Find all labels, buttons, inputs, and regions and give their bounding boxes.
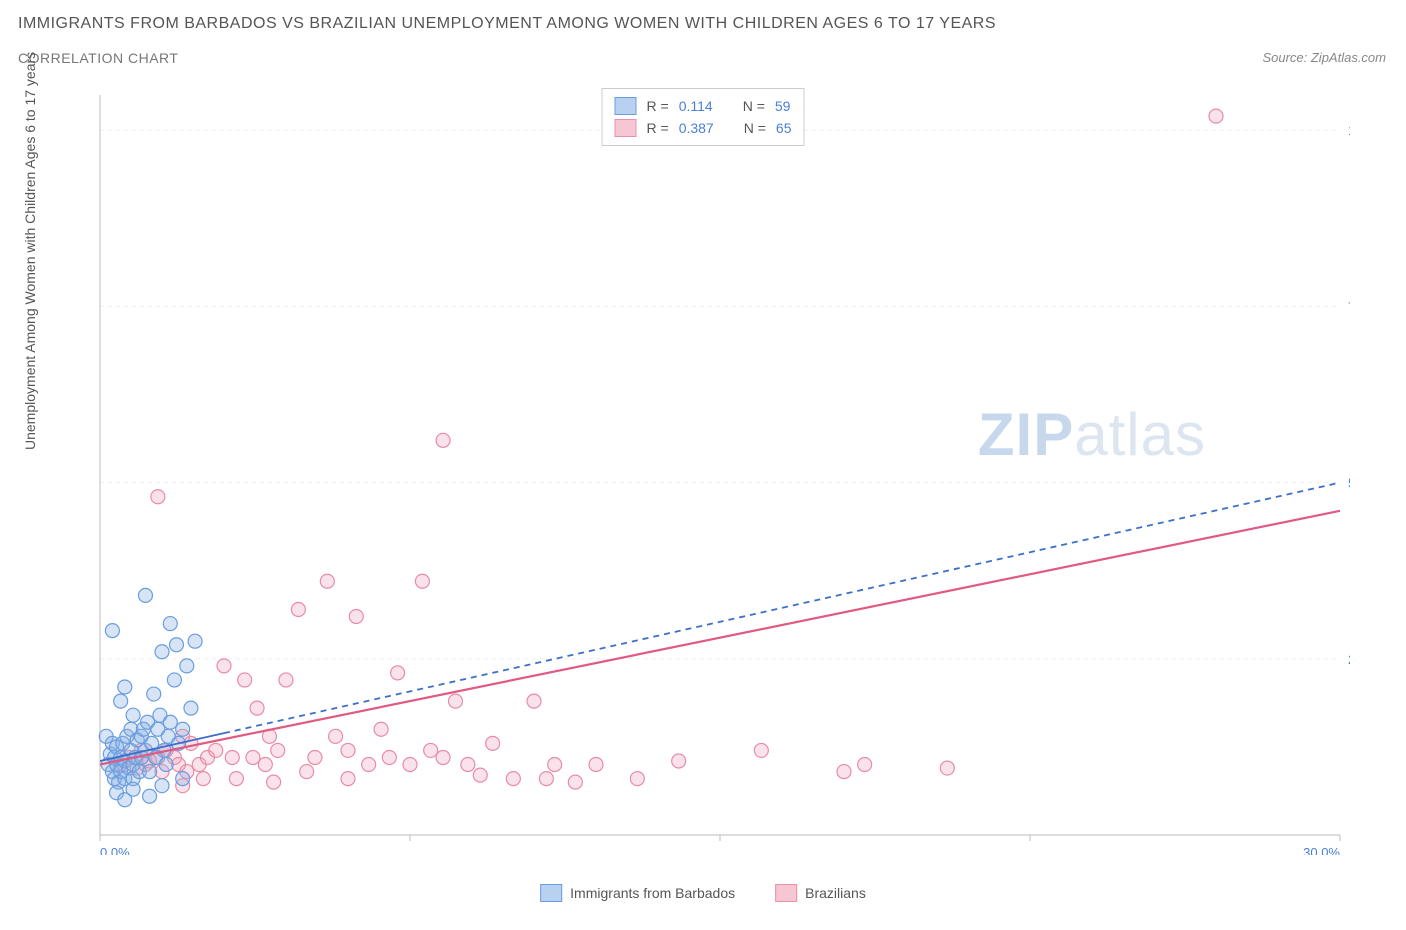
scatter-chart-svg: 25.0% 50.0% 75.0% 100.0% 0.0% 30.0% bbox=[70, 85, 1350, 855]
legend-n-value: 59 bbox=[775, 98, 791, 114]
legend-item-brazilians: Brazilians bbox=[775, 884, 866, 902]
source-label: Source: bbox=[1262, 50, 1310, 65]
svg-text:50.0%: 50.0% bbox=[1348, 476, 1350, 491]
chart-title: IMMIGRANTS FROM BARBADOS VS BRAZILIAN UN… bbox=[18, 15, 996, 33]
legend-n-value: 65 bbox=[776, 120, 792, 136]
source-value: ZipAtlas.com bbox=[1311, 50, 1386, 65]
correlation-legend: R = 0.114 N = 59 R = 0.387 N = 65 bbox=[602, 88, 805, 146]
legend-n-label: N = bbox=[744, 120, 766, 136]
legend-n-label: N = bbox=[743, 98, 765, 114]
legend-swatch-barbados bbox=[540, 884, 562, 902]
svg-text:25.0%: 25.0% bbox=[1348, 652, 1350, 667]
legend-swatch-brazilians bbox=[775, 884, 797, 902]
svg-text:100.0%: 100.0% bbox=[1348, 123, 1350, 138]
legend-row: R = 0.387 N = 65 bbox=[615, 117, 792, 139]
legend-swatch-barbados bbox=[615, 97, 637, 115]
legend-label: Brazilians bbox=[805, 885, 866, 901]
y-axis-label: Unemployment Among Women with Children A… bbox=[22, 52, 38, 450]
legend-item-barbados: Immigrants from Barbados bbox=[540, 884, 735, 902]
chart-subtitle: CORRELATION CHART bbox=[18, 50, 178, 66]
series-legend: Immigrants from Barbados Brazilians bbox=[540, 884, 866, 902]
legend-r-label: R = bbox=[647, 98, 669, 114]
svg-text:75.0%: 75.0% bbox=[1348, 299, 1350, 314]
chart-container: IMMIGRANTS FROM BARBADOS VS BRAZILIAN UN… bbox=[0, 0, 1406, 930]
legend-r-value: 0.114 bbox=[679, 98, 713, 114]
svg-text:0.0%: 0.0% bbox=[100, 845, 130, 855]
legend-r-value: 0.387 bbox=[679, 120, 714, 136]
legend-row: R = 0.114 N = 59 bbox=[615, 95, 792, 117]
legend-r-label: R = bbox=[647, 120, 669, 136]
svg-text:30.0%: 30.0% bbox=[1303, 845, 1340, 855]
chart-area: 25.0% 50.0% 75.0% 100.0% 0.0% 30.0% bbox=[70, 85, 1350, 855]
legend-label: Immigrants from Barbados bbox=[570, 885, 735, 901]
source-credit: Source: ZipAtlas.com bbox=[1262, 50, 1386, 65]
legend-swatch-brazilians bbox=[615, 119, 637, 137]
